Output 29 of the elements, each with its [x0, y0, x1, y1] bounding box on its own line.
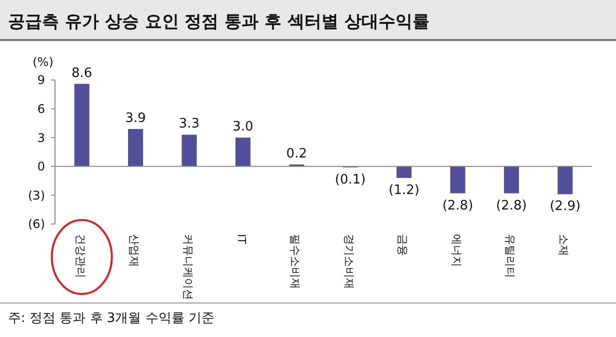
x-tick-label: 소재 — [557, 234, 570, 256]
data-label: 3.9 — [125, 110, 146, 126]
y-tick-label: 3 — [37, 130, 45, 145]
data-label: 3.3 — [178, 116, 200, 132]
x-tick-label: 금융 — [396, 234, 410, 256]
y-tick-label: (3) — [28, 188, 45, 202]
x-tick-label: IT — [234, 234, 248, 244]
data-label: (2.8) — [496, 198, 527, 214]
chart-title: 공급측 유가 상승 요인 정점 통과 후 섹터별 상대수익률 — [8, 12, 430, 32]
x-tick-label: 커뮤니케이션 — [181, 234, 194, 300]
y-tick-label: 9 — [37, 73, 45, 88]
y-tick-label: 6 — [37, 102, 45, 116]
data-label: 3.0 — [232, 120, 254, 135]
x-tick-label: 건강관리 — [74, 234, 87, 278]
y-tick-label: (6) — [28, 217, 45, 232]
x-tick-label: 경기소비재 — [342, 234, 356, 289]
x-tick-label: 산업재 — [128, 234, 141, 267]
data-label: (2.9) — [550, 199, 581, 214]
x-tick-label: 필수소비재 — [288, 234, 302, 289]
x-tick-label: 에너지 — [450, 234, 463, 267]
data-label: 0.2 — [286, 146, 307, 162]
y-tick-label: 0 — [37, 160, 45, 174]
data-label: (0.1) — [334, 172, 366, 188]
text: 주: 정점 통과 후 3개월 수익률 기준 — [8, 311, 214, 326]
y-axis-title: (%) — [32, 55, 54, 69]
data-label: (2.8) — [442, 198, 474, 214]
data-label: 8.6 — [72, 66, 92, 81]
x-tick-label: 유틸리티 — [503, 234, 516, 278]
data-label: (1.2) — [388, 182, 420, 198]
